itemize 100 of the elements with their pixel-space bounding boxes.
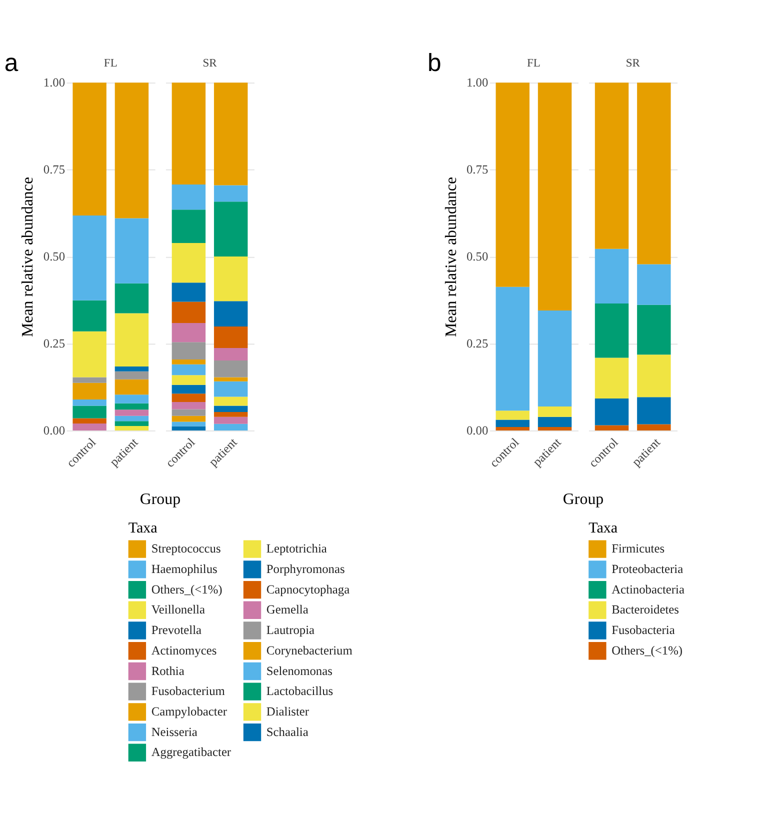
y-tick-label: 0.50 (43, 250, 66, 264)
bar (114, 379, 149, 395)
bar (594, 398, 629, 426)
bar (214, 185, 248, 202)
bar (214, 416, 248, 424)
y-tick-label: 0.75 (43, 162, 66, 177)
x-axis-title: Group (562, 490, 604, 508)
legend-label: Actinomyces (151, 643, 217, 658)
bar (172, 302, 206, 323)
bar (496, 82, 530, 287)
bar (637, 354, 671, 398)
bar (172, 384, 206, 394)
chart-title: FL (527, 58, 540, 70)
legend-label: Others_(<1%) (612, 643, 683, 658)
bar (214, 360, 248, 378)
legend-label: Fusobacteria (612, 623, 676, 638)
legend-label: Schaalia (266, 724, 309, 739)
legend-title: Taxa (128, 520, 158, 536)
y-tick-label: 0.00 (466, 423, 488, 438)
bar (214, 381, 248, 397)
bar (172, 402, 206, 410)
x-axis-title: Group (140, 490, 181, 508)
bar (214, 348, 248, 361)
bar (637, 82, 671, 264)
bar (594, 425, 629, 430)
bar (172, 375, 206, 385)
legend-label: Prevotella (151, 623, 202, 638)
legend-label: Veillonella (151, 602, 206, 617)
bar (172, 360, 206, 364)
bar (172, 322, 206, 342)
y-tick-label: 1.00 (466, 76, 488, 90)
legend-label: Capnocytophaga (266, 582, 350, 596)
bar (214, 256, 248, 302)
bar (538, 416, 572, 427)
bar (214, 326, 248, 348)
bar (637, 397, 671, 424)
bar (214, 406, 248, 412)
bar (172, 342, 206, 360)
bar (72, 418, 106, 424)
bar (214, 396, 248, 406)
bar (172, 409, 206, 416)
legend-label: Streptococcus (151, 542, 221, 556)
bar (496, 426, 530, 430)
bar (172, 282, 206, 302)
legend-label: Lautropia (266, 623, 316, 638)
y-tick-label: 0.25 (466, 336, 488, 350)
legend-label: Leptotrichia (266, 542, 328, 556)
bar (172, 416, 206, 422)
bar (538, 82, 572, 310)
bar (114, 366, 149, 372)
bar (114, 82, 149, 218)
bar (214, 82, 248, 186)
bar (214, 412, 248, 417)
bar (172, 184, 206, 210)
legend-label: Gemella (266, 602, 309, 617)
chart-title: SR (202, 58, 218, 70)
legend-label: Lactobacillus (266, 684, 334, 698)
bar (72, 82, 106, 216)
legend-label: Firmicutes (612, 542, 665, 556)
bar (496, 410, 530, 420)
bar (637, 424, 671, 430)
legend-label: Selenomonas (266, 664, 333, 678)
bar (172, 242, 206, 283)
legend-label: Rothia (151, 664, 185, 678)
bar (214, 424, 248, 430)
bar (114, 426, 149, 430)
bar (637, 264, 671, 305)
bar (114, 218, 149, 284)
bar (496, 420, 530, 427)
bar (172, 426, 206, 430)
chart-title: SR (626, 58, 640, 70)
legend-label: Porphyromonas (266, 562, 345, 576)
chart-title: FL (104, 58, 118, 70)
y-tick-label: 0.00 (43, 423, 66, 438)
bar (538, 406, 572, 417)
bar (214, 202, 248, 257)
bar (114, 313, 149, 366)
bar (114, 410, 149, 416)
legend-label: Campylobacter (151, 704, 228, 718)
bar (214, 301, 248, 326)
bar (496, 286, 530, 411)
legend-label: Proteobacteria (612, 562, 684, 576)
legend-label: Dialister (266, 704, 310, 718)
bar (72, 382, 106, 400)
text: a (4, 50, 18, 78)
bar (72, 300, 106, 332)
legend-label: Others_(<1%) (151, 582, 222, 596)
y-tick-label: 0.75 (466, 162, 488, 177)
bar (72, 424, 106, 430)
bar (72, 331, 106, 378)
bar (538, 310, 572, 406)
legend-label: Fusobacterium (151, 684, 226, 698)
bar (114, 371, 149, 380)
legend-label: Corynebacterium (266, 643, 353, 658)
bar (72, 377, 106, 383)
bar (72, 400, 106, 406)
bar (114, 283, 149, 314)
bar (594, 304, 629, 358)
legend-label: Actinobacteria (612, 582, 685, 596)
bar (594, 82, 629, 249)
